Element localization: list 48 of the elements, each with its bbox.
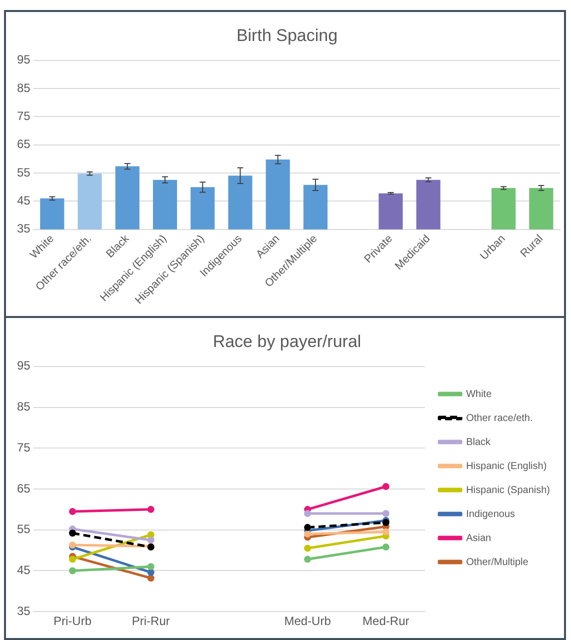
- x-tick-label: Med-Urb: [284, 614, 332, 628]
- point: [382, 510, 390, 518]
- legend-label: Indigenous: [466, 508, 516, 520]
- legend-label: Hispanic (Spanish): [466, 484, 550, 496]
- x-tick-label: Pri-Urb: [54, 614, 92, 628]
- legend-label: White: [466, 388, 492, 400]
- y-tick-label: 65: [16, 137, 31, 152]
- legend-label: Other/Multiple: [466, 556, 529, 568]
- point: [69, 567, 76, 574]
- x-tick-label: Pri-Rur: [132, 614, 170, 628]
- y-tick-label: 85: [16, 400, 31, 414]
- point: [69, 508, 76, 515]
- point: [304, 510, 312, 518]
- point: [147, 574, 154, 582]
- y-tick-label: 55: [16, 165, 31, 180]
- point: [382, 519, 390, 526]
- point: [304, 544, 312, 552]
- point: [304, 524, 312, 531]
- y-tick-label: 85: [16, 80, 31, 95]
- point: [69, 556, 76, 563]
- legend-label: Black: [466, 436, 492, 448]
- point: [147, 506, 154, 513]
- y-tick-label: 45: [16, 563, 31, 578]
- y-tick-label: 95: [16, 358, 31, 373]
- legend-label: Asian: [466, 532, 492, 544]
- point: [147, 568, 154, 576]
- point: [147, 563, 154, 570]
- y-tick-label: 45: [16, 194, 31, 208]
- y-tick-label: 75: [16, 440, 31, 454]
- legend-label: Hispanic (English): [466, 460, 547, 472]
- y-tick-label: 55: [16, 522, 31, 536]
- point: [304, 556, 312, 563]
- x-tick-label: Med-Rur: [362, 614, 410, 628]
- y-tick-label: 75: [16, 109, 31, 124]
- point: [382, 544, 390, 551]
- point: [382, 483, 390, 490]
- point: [382, 528, 390, 536]
- y-tick-label: 35: [16, 604, 31, 618]
- y-tick-label: 35: [16, 222, 31, 236]
- point: [69, 541, 76, 548]
- y-tick-label: 95: [16, 52, 31, 67]
- y-tick-label: 65: [16, 481, 31, 496]
- point: [304, 530, 312, 538]
- legend-label: Other race/eth.: [466, 412, 533, 424]
- chart-title: Birth Spacing: [236, 26, 338, 45]
- chart-title: Race by payer/rural: [212, 332, 362, 351]
- point: [147, 536, 154, 544]
- point: [69, 530, 76, 537]
